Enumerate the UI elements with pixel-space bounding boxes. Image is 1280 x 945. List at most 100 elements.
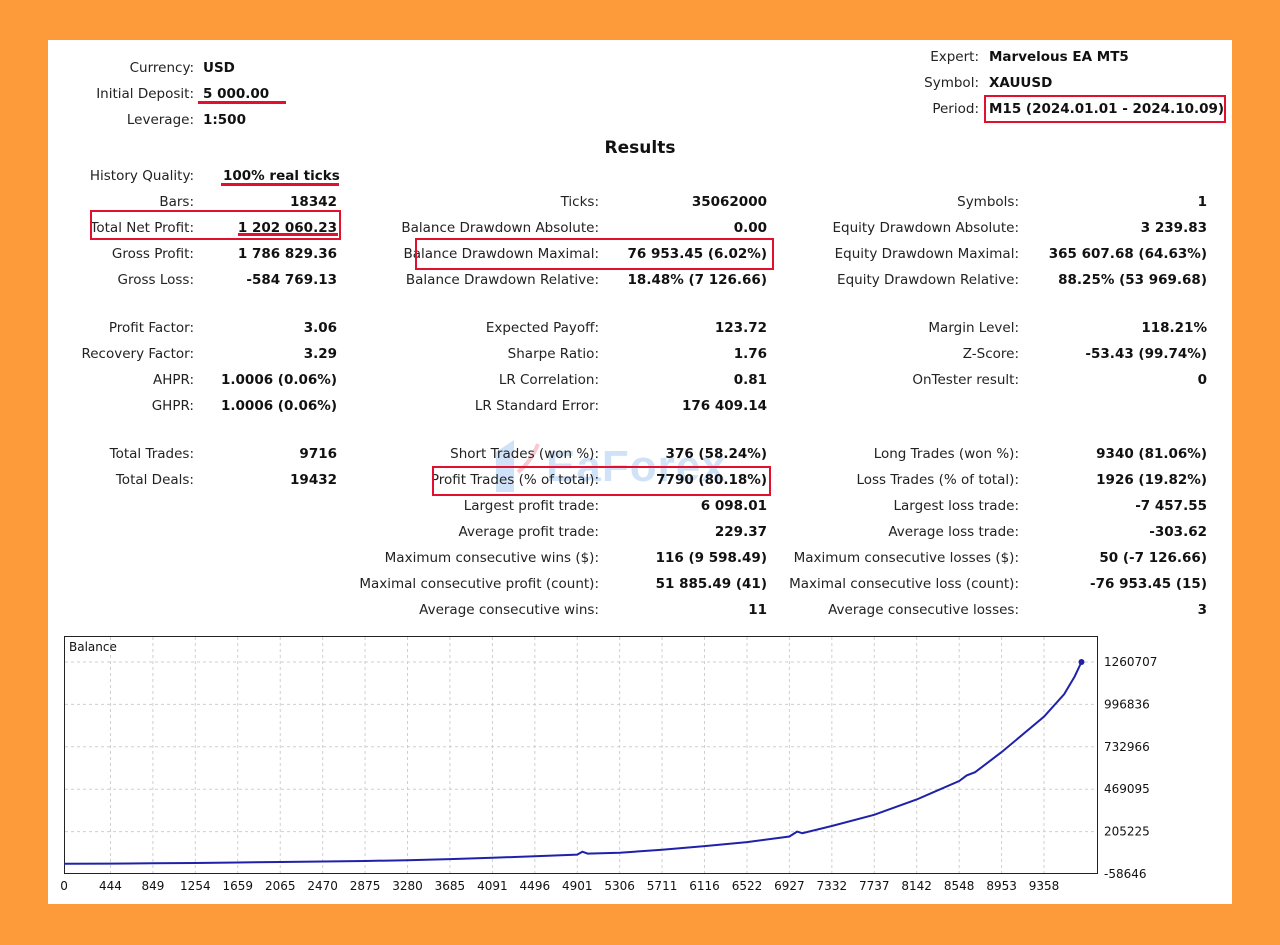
leverage-value: 1:500 — [203, 112, 246, 128]
gross-profit-value: 1 786 829.36 — [237, 246, 337, 262]
max-consecutive-profit-value: 51 885.49 (41) — [655, 576, 767, 592]
margin-level-value: 118.21% — [1141, 320, 1207, 336]
ghpr-label: GHPR: — [151, 398, 194, 414]
largest-loss-trade-label: Largest loss trade: — [893, 498, 1019, 514]
lr-standard-error-value: 176 409.14 — [682, 398, 767, 414]
gross-profit-label: Gross Profit: — [111, 246, 194, 262]
period-value: M15 (2024.01.01 - 2024.10.09) — [989, 101, 1225, 117]
ghpr-value: 1.0006 (0.06%) — [221, 398, 337, 414]
ahpr-value: 1.0006 (0.06%) — [221, 372, 337, 388]
y-tick-label: 996836 — [1104, 697, 1150, 711]
y-tick-label: 469095 — [1104, 782, 1150, 796]
history-quality-value: 100% real ticks — [223, 168, 340, 184]
y-tick-label: 1260707 — [1104, 655, 1157, 669]
currency-label: Currency: — [129, 60, 194, 76]
x-tick-label: 4496 — [520, 879, 551, 893]
balance-line — [63, 661, 1083, 865]
total-trades-label: Total Trades: — [109, 446, 194, 462]
x-tick-label: 9358 — [1029, 879, 1060, 893]
loss-trades-label: Loss Trades (% of total): — [856, 472, 1019, 488]
largest-profit-trade-value: 6 098.01 — [700, 498, 767, 514]
history-quality-underline — [221, 183, 339, 186]
balance-end-point — [1078, 659, 1085, 665]
avg-consecutive-wins-label: Average consecutive wins: — [419, 602, 599, 618]
balance-drawdown-maximal-label: Balance Drawdown Maximal: — [403, 246, 600, 262]
symbols-value: 1 — [1197, 194, 1207, 210]
ahpr-label: AHPR: — [152, 372, 194, 388]
balance-drawdown-maximal-highlight-box — [415, 238, 774, 270]
balance-chart: 0 444 849 1254 1659 2065 2470 2875 3280 3685 4091 4… — [60, 637, 1157, 893]
x-tick-label: 849 — [141, 879, 164, 893]
period-highlight-box — [984, 95, 1226, 123]
results-title: Results — [604, 138, 676, 158]
total-trades-value: 9716 — [299, 446, 337, 462]
profit-trades-highlight-box — [432, 466, 771, 496]
x-tick-label: 2470 — [307, 879, 338, 893]
equity-drawdown-absolute-label: Equity Drawdown Absolute: — [832, 220, 1019, 236]
expected-payoff-value: 123.72 — [714, 320, 767, 336]
avg-consecutive-losses-label: Average consecutive losses: — [828, 602, 1019, 618]
z-score-label: Z-Score: — [962, 346, 1019, 362]
long-trades-value: 9340 (81.06%) — [1096, 446, 1207, 462]
x-tick-label: 4901 — [562, 879, 593, 893]
max-consecutive-wins-label: Maximum consecutive wins ($): — [384, 550, 599, 566]
expert-label: Expert: — [930, 49, 979, 65]
chart-title: Balance — [69, 640, 117, 654]
average-profit-trade-label: Average profit trade: — [458, 524, 599, 540]
z-score-value: -53.43 (99.74%) — [1085, 346, 1207, 362]
total-deals-label: Total Deals: — [115, 472, 194, 488]
equity-drawdown-maximal-label: Equity Drawdown Maximal: — [834, 246, 1019, 262]
x-tick-label: 8548 — [944, 879, 975, 893]
x-tick-label: 2875 — [350, 879, 381, 893]
total-net-profit-underline — [238, 233, 338, 236]
x-tick-label: 6116 — [689, 879, 720, 893]
x-tick-label: 3280 — [392, 879, 423, 893]
lr-correlation-label: LR Correlation: — [498, 372, 599, 388]
lr-correlation-value: 0.81 — [733, 372, 767, 388]
x-tick-label: 7737 — [859, 879, 890, 893]
x-tick-label: 4091 — [477, 879, 508, 893]
balance-drawdown-relative-value: 18.48% (7 126.66) — [627, 272, 767, 288]
x-tick-label: 2065 — [265, 879, 296, 893]
max-consecutive-loss-label: Maximal consecutive loss (count): — [789, 576, 1019, 592]
x-tick-label: 8953 — [986, 879, 1017, 893]
largest-loss-trade-value: -7 457.55 — [1135, 498, 1207, 514]
recovery-factor-value: 3.29 — [303, 346, 337, 362]
bars-label: Bars: — [159, 194, 194, 210]
gross-loss-label: Gross Loss: — [117, 272, 195, 288]
x-tick-label: 0 — [60, 879, 68, 893]
test-report: Currency: USD Initial Deposit: 5 000.00 … — [48, 40, 1232, 904]
profit-factor-label: Profit Factor: — [108, 320, 194, 336]
lr-standard-error-label: LR Standard Error: — [474, 398, 599, 414]
total-deals-value: 19432 — [290, 472, 337, 488]
equity-drawdown-absolute-value: 3 239.83 — [1140, 220, 1207, 236]
period-label: Period: — [932, 101, 979, 117]
max-consecutive-loss-value: -76 953.45 (15) — [1089, 576, 1207, 592]
long-trades-label: Long Trades (won %): — [873, 446, 1019, 462]
x-tick-label: 1659 — [222, 879, 253, 893]
total-net-profit-value: 1 202 060.23 — [237, 220, 337, 236]
ticks-value: 35062000 — [691, 194, 767, 210]
leverage-label: Leverage: — [126, 112, 194, 128]
total-net-profit-label: Total Net Profit: — [90, 220, 194, 236]
balance-chart-frame — [64, 636, 1098, 874]
initial-deposit-underline — [198, 101, 286, 104]
symbols-label: Symbols: — [957, 194, 1019, 210]
symbol-label: Symbol: — [924, 75, 979, 91]
initial-deposit-label: Initial Deposit: — [96, 86, 194, 102]
max-consecutive-wins-value: 116 (9 598.49) — [655, 550, 767, 566]
balance-drawdown-absolute-value: 0.00 — [733, 220, 767, 236]
sharpe-ratio-label: Sharpe Ratio: — [507, 346, 599, 362]
sharpe-ratio-value: 1.76 — [733, 346, 767, 362]
max-consecutive-profit-label: Maximal consecutive profit (count): — [359, 576, 599, 592]
x-tick-label: 1254 — [180, 879, 211, 893]
bars-value: 18342 — [290, 194, 337, 210]
profit-factor-value: 3.06 — [303, 320, 337, 336]
ontester-result-label: OnTester result: — [912, 372, 1019, 388]
profit-trades-value: 7790 (80.18%) — [656, 472, 767, 488]
x-tick-label: 8142 — [901, 879, 932, 893]
x-tick-label: 3685 — [435, 879, 466, 893]
y-tick-label: 205225 — [1104, 825, 1150, 839]
y-tick-label: -58646 — [1104, 867, 1147, 881]
recovery-factor-label: Recovery Factor: — [81, 346, 194, 362]
